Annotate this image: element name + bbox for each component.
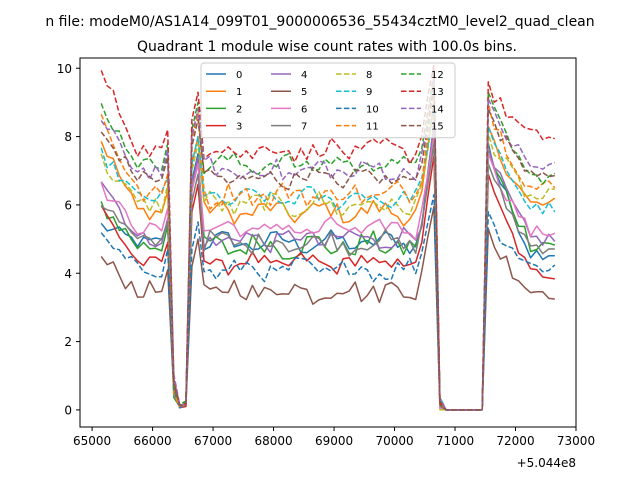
series-line-15 xyxy=(100,85,555,411)
legend-label-14: 14 xyxy=(431,104,444,115)
legend-label-8: 8 xyxy=(366,70,372,81)
x-tick-label: 68000 xyxy=(254,434,292,448)
legend-label-5: 5 xyxy=(301,87,307,98)
legend-label-1: 1 xyxy=(236,87,242,98)
y-tick-label: 2 xyxy=(64,335,72,349)
chart-title: Quadrant 1 module wise count rates with … xyxy=(137,39,517,55)
legend-label-0: 0 xyxy=(236,70,242,81)
x-tick-label: 72000 xyxy=(496,434,534,448)
x-tick-label: 65000 xyxy=(73,434,111,448)
y-tick-label: 0 xyxy=(64,403,72,417)
x-tick-label: 70000 xyxy=(375,434,413,448)
legend-label-4: 4 xyxy=(301,70,307,81)
axes-frame xyxy=(79,57,577,428)
x-tick-label: 71000 xyxy=(436,434,474,448)
legend-label-10: 10 xyxy=(366,104,379,115)
legend-label-7: 7 xyxy=(301,122,307,133)
legend-label-11: 11 xyxy=(366,122,379,133)
y-tick-label: 6 xyxy=(64,198,72,212)
legend-label-15: 15 xyxy=(431,122,444,133)
legend-label-6: 6 xyxy=(301,104,307,115)
x-tick-label: 66000 xyxy=(133,434,171,448)
legend-label-12: 12 xyxy=(431,70,444,81)
x-offset-label: +5.044e8 xyxy=(517,456,576,470)
legend-label-3: 3 xyxy=(236,122,242,133)
x-tick-label: 67000 xyxy=(194,434,232,448)
y-tick-label: 4 xyxy=(64,267,72,281)
legend-label-2: 2 xyxy=(236,104,242,115)
x-tick-label: 69000 xyxy=(315,434,353,448)
legend-label-9: 9 xyxy=(366,87,372,98)
x-tick-label: 73000 xyxy=(557,434,595,448)
figure-title: n file: modeM0/AS1A14_099T01_9000006536_… xyxy=(45,14,594,30)
legend-box xyxy=(200,62,456,139)
y-tick-label: 8 xyxy=(64,130,72,144)
legend-label-13: 13 xyxy=(431,87,444,98)
y-tick-label: 10 xyxy=(57,62,72,76)
